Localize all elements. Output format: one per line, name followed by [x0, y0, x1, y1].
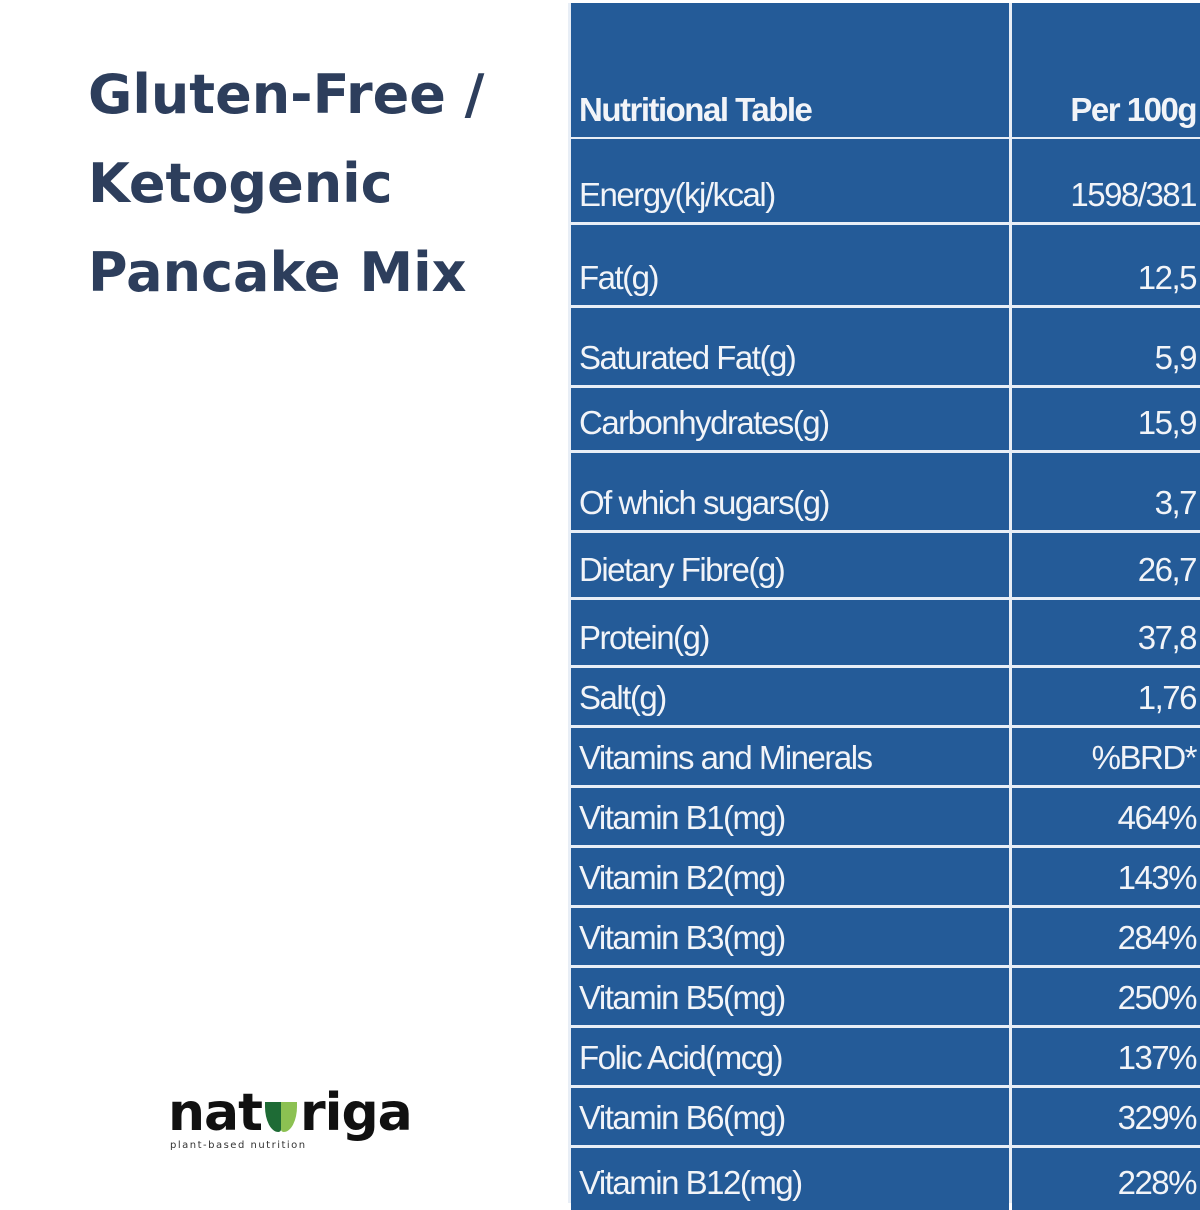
row-name-cell: Carbonhydrates(g) [571, 388, 1009, 450]
table-row: Vitamin B12(mg) 228% [568, 1148, 1200, 1210]
row-name-text: Vitamin B6(mg) [579, 1099, 786, 1136]
row-value-cell: 3,7 [1012, 453, 1200, 530]
row-name-cell: Vitamin B5(mg) [571, 968, 1009, 1025]
product-title: Gluten-Free / Ketogenic Pancake Mix [88, 50, 548, 317]
brand-tagline: plant-based nutrition [170, 1140, 307, 1151]
row-name-cell: Saturated Fat(g) [571, 308, 1009, 385]
row-value-cell: 228% [1012, 1148, 1200, 1210]
table-row: Vitamins and Minerals %BRD* [568, 728, 1200, 785]
table-row: Vitamin B3(mg) 284% [568, 908, 1200, 965]
row-name-text: Saturated Fat(g) [579, 339, 797, 376]
row-value-cell: 15,9 [1012, 388, 1200, 450]
row-value-cell: 250% [1012, 968, 1200, 1025]
row-name-cell: Vitamin B1(mg) [571, 788, 1009, 845]
header-value-cell: Per 100g [1012, 3, 1200, 137]
row-name-cell: Salt(g) [571, 668, 1009, 725]
table-row: Saturated Fat(g) 5,9 [568, 308, 1200, 385]
row-value-text: 1,76 [1137, 679, 1198, 716]
row-value-text: 284% [1117, 919, 1198, 956]
brand-wordmark-left: nat [168, 1083, 263, 1143]
row-name-text: Vitamin B12(mg) [579, 1164, 803, 1201]
row-value-cell: 284% [1012, 908, 1200, 965]
row-name-text: Energy(kj/kcal) [579, 176, 776, 213]
row-value-cell: 329% [1012, 1088, 1200, 1145]
header-value-text: Per 100g [1070, 91, 1197, 128]
row-name-cell: Vitamin B6(mg) [571, 1088, 1009, 1145]
row-value-text: 1598/381 [1070, 176, 1197, 213]
row-value-text: 5,9 [1154, 339, 1198, 376]
row-value-text: 3,7 [1154, 484, 1198, 521]
row-name-cell: Of which sugars(g) [571, 453, 1009, 530]
table-row: Vitamin B2(mg) 143% [568, 848, 1200, 905]
row-name-cell: Dietary Fibre(g) [571, 533, 1009, 597]
row-name-cell: Folic Acid(mcg) [571, 1028, 1009, 1085]
row-name-cell: Fat(g) [571, 225, 1009, 305]
row-value-text: 137% [1117, 1039, 1198, 1076]
row-name-cell: Energy(kj/kcal) [571, 139, 1009, 222]
row-name-text: Fat(g) [579, 259, 660, 296]
row-name-text: Vitamins and Minerals [579, 739, 873, 776]
row-value-cell: 464% [1012, 788, 1200, 845]
row-value-cell: 26,7 [1012, 533, 1200, 597]
row-value-cell: 137% [1012, 1028, 1200, 1085]
row-value-text: %BRD* [1091, 739, 1198, 776]
row-value-cell: 1598/381 [1012, 139, 1200, 222]
leaf-icon [263, 1100, 299, 1132]
nutrition-table: Nutritional Table Per 100g Energy(kj/kca… [568, 3, 1200, 1210]
row-value-text: 37,8 [1137, 619, 1198, 656]
table-row: Energy(kj/kcal) 1598/381 [568, 139, 1200, 222]
row-name-text: Dietary Fibre(g) [579, 551, 786, 588]
brand-wordmark-right: riga [299, 1083, 413, 1143]
row-value-cell: 143% [1012, 848, 1200, 905]
brand-logo: nat riga plant-based nutrition [168, 1083, 448, 1158]
row-name-text: Carbonhydrates(g) [579, 404, 830, 441]
row-value-text: 12,5 [1137, 259, 1198, 296]
row-name-cell: Vitamin B2(mg) [571, 848, 1009, 905]
table-row: Vitamin B1(mg) 464% [568, 788, 1200, 845]
row-value-text: 464% [1117, 799, 1198, 836]
table-header-row: Nutritional Table Per 100g [568, 3, 1200, 137]
table-row: Fat(g) 12,5 [568, 225, 1200, 305]
table-row: Vitamin B6(mg) 329% [568, 1088, 1200, 1145]
row-value-text: 329% [1117, 1099, 1198, 1136]
row-name-text: Of which sugars(g) [579, 484, 830, 521]
row-value-cell: %BRD* [1012, 728, 1200, 785]
table-row: Of which sugars(g) 3,7 [568, 453, 1200, 530]
row-name-text: Protein(g) [579, 619, 710, 656]
product-title-line-1: Gluten-Free / [88, 63, 485, 126]
header-name-text: Nutritional Table [579, 91, 813, 128]
row-name-cell: Vitamin B12(mg) [571, 1148, 1009, 1210]
row-value-text: 15,9 [1137, 404, 1198, 441]
row-value-text: 228% [1117, 1164, 1198, 1201]
row-name-text: Folic Acid(mcg) [579, 1039, 784, 1076]
row-name-text: Vitamin B2(mg) [579, 859, 786, 896]
product-title-line-2: Ketogenic [88, 152, 393, 215]
product-title-line-3: Pancake Mix [88, 241, 467, 304]
table-row: Carbonhydrates(g) 15,9 [568, 388, 1200, 450]
table-row: Folic Acid(mcg) 137% [568, 1028, 1200, 1085]
row-value-cell: 12,5 [1012, 225, 1200, 305]
row-name-cell: Vitamins and Minerals [571, 728, 1009, 785]
row-name-text: Vitamin B1(mg) [579, 799, 786, 836]
table-row: Salt(g) 1,76 [568, 668, 1200, 725]
row-name-text: Salt(g) [579, 679, 667, 716]
row-value-text: 26,7 [1137, 551, 1198, 588]
row-value-cell: 5,9 [1012, 308, 1200, 385]
brand-wordmark: nat riga [168, 1083, 448, 1143]
header-name-cell: Nutritional Table [571, 3, 1009, 137]
table-row: Dietary Fibre(g) 26,7 [568, 533, 1200, 597]
row-value-cell: 1,76 [1012, 668, 1200, 725]
table-row: Vitamin B5(mg) 250% [568, 968, 1200, 1025]
table-row: Protein(g) 37,8 [568, 600, 1200, 665]
row-name-cell: Protein(g) [571, 600, 1009, 665]
row-value-text: 250% [1117, 979, 1198, 1016]
row-name-text: Vitamin B3(mg) [579, 919, 786, 956]
row-name-cell: Vitamin B3(mg) [571, 908, 1009, 965]
row-value-text: 143% [1117, 859, 1198, 896]
row-name-text: Vitamin B5(mg) [579, 979, 786, 1016]
row-value-cell: 37,8 [1012, 600, 1200, 665]
